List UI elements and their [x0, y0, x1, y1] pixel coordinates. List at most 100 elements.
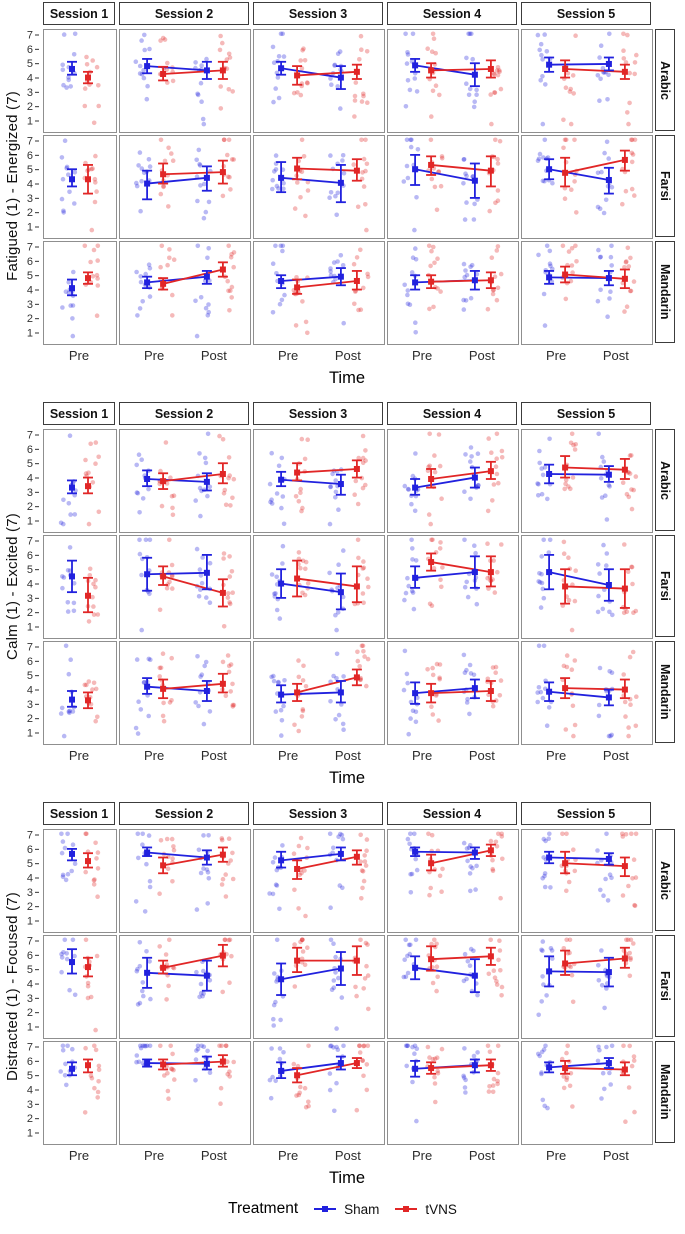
- svg-text:5: 5: [27, 164, 33, 176]
- svg-text:2: 2: [27, 1113, 33, 1125]
- subplot-p3-mandarin-session-5: [521, 1041, 653, 1145]
- svg-text:2: 2: [27, 713, 33, 725]
- subplot-p2-arabic-session-4: [387, 429, 519, 533]
- svg-text:3: 3: [27, 1099, 33, 1111]
- svg-text:2: 2: [27, 501, 33, 513]
- subplot-p1-farsi-session-3: [253, 135, 385, 239]
- svg-text:4: 4: [27, 285, 33, 297]
- svg-text:7: 7: [27, 536, 33, 548]
- tvns-pointrange-icon: [395, 1206, 418, 1212]
- x-axis-ticks: Pre Post: [277, 348, 361, 363]
- subplot-p1-mandarin-session-4: [387, 241, 519, 345]
- svg-text:4: 4: [27, 685, 33, 697]
- facet-column-strip: Session 3: [253, 802, 383, 825]
- y-axis-ticks: 1 2 3 4 5 6 7: [27, 1042, 39, 1140]
- figure-panel-distracted-focused: Distracted (1) - Focused (7) Session 1 Ses…: [0, 800, 685, 1191]
- subplot-p3-arabic-session-4: [387, 829, 519, 933]
- svg-text:2: 2: [27, 901, 33, 913]
- svg-text:7: 7: [27, 936, 33, 948]
- svg-text:5: 5: [27, 58, 33, 70]
- svg-text:3: 3: [27, 87, 33, 99]
- svg-text:6: 6: [27, 444, 33, 456]
- subplot-p1-mandarin-session-5: [521, 241, 653, 345]
- facet-row-strip: Farsi: [655, 535, 675, 637]
- facet-row-strip: Arabic: [655, 829, 675, 931]
- svg-text:6: 6: [27, 550, 33, 562]
- y-axis-ticks: 1 2 3 4 5 6 7: [27, 642, 39, 740]
- y-axis-ticks: 1 2 3 4 5 6 7: [27, 430, 39, 528]
- svg-text:5: 5: [27, 1070, 33, 1082]
- subplot-p2-mandarin-session-2: [119, 641, 251, 745]
- subplot-p3-farsi-session-1: [43, 935, 117, 1039]
- subplot-p1-arabic-session-4: [387, 29, 519, 133]
- facet-column-strip: Session 4: [387, 402, 517, 425]
- subplot-p1-arabic-session-2: [119, 29, 251, 133]
- subplot-p3-farsi-session-3: [253, 935, 385, 1039]
- svg-text:1: 1: [27, 728, 33, 740]
- x-axis-ticks: Pre Post: [545, 748, 629, 763]
- subplot-p2-arabic-session-5: [521, 429, 653, 533]
- facet-row-strip: Arabic: [655, 29, 675, 131]
- facet-column-strip: Session 1: [43, 402, 115, 425]
- subplot-p3-arabic-session-5: [521, 829, 653, 933]
- svg-text:3: 3: [27, 487, 33, 499]
- svg-text:4: 4: [27, 979, 33, 991]
- x-axis-ticks: Pre Post: [411, 1148, 495, 1163]
- x-axis-ticks: Pre Post: [277, 748, 361, 763]
- svg-text:3: 3: [27, 593, 33, 605]
- x-axis-ticks: Pre Post: [411, 748, 495, 763]
- y-axis-title: Calm (1) - Excited (7): [3, 512, 21, 660]
- x-axis-title: Time: [328, 369, 366, 387]
- x-axis-ticks: Pre: [68, 1148, 90, 1163]
- y-axis-ticks: 1 2 3 4 5 6 7: [27, 30, 39, 128]
- svg-text:1: 1: [27, 328, 33, 340]
- svg-text:3: 3: [27, 993, 33, 1005]
- facet-row-strip: Mandarin: [655, 641, 675, 743]
- svg-text:4: 4: [27, 873, 33, 885]
- svg-text:4: 4: [27, 73, 33, 85]
- svg-text:1: 1: [27, 1128, 33, 1140]
- subplot-p3-farsi-session-4: [387, 935, 519, 1039]
- y-axis-title: Distracted (1) - Focused (7): [3, 891, 21, 1081]
- subplot-p1-mandarin-session-2: [119, 241, 251, 345]
- svg-text:3: 3: [27, 887, 33, 899]
- subplot-p1-farsi-session-2: [119, 135, 251, 239]
- subplot-p3-arabic-session-2: [119, 829, 251, 933]
- facet-row-strip: Arabic: [655, 429, 675, 531]
- subplot-p2-farsi-session-3: [253, 535, 385, 639]
- facet-column-strip: Session 5: [521, 2, 651, 25]
- svg-text:1: 1: [27, 1022, 33, 1034]
- svg-text:7: 7: [27, 430, 33, 442]
- legend-entry-label: tVNS: [425, 1201, 457, 1217]
- subplot-p1-arabic-session-3: [253, 29, 385, 133]
- y-axis-ticks: 1 2 3 4 5 6 7: [27, 830, 39, 928]
- subplot-p2-mandarin-session-1: [43, 641, 117, 745]
- svg-text:7: 7: [27, 136, 33, 148]
- x-axis-ticks: Pre Post: [545, 1148, 629, 1163]
- facet-column-strip: Session 1: [43, 802, 115, 825]
- x-axis-ticks: Pre Post: [143, 748, 227, 763]
- subplot-p2-farsi-session-1: [43, 535, 117, 639]
- x-axis-ticks: Pre Post: [277, 1148, 361, 1163]
- svg-text:1: 1: [27, 516, 33, 528]
- figure-panel-calm-excited: Calm (1) - Excited (7) Session 1 Session 2…: [0, 400, 685, 791]
- svg-text:2: 2: [27, 313, 33, 325]
- svg-text:1: 1: [27, 622, 33, 634]
- subplot-p3-farsi-session-5: [521, 935, 653, 1039]
- facet-column-strip: Session 2: [119, 2, 249, 25]
- y-axis-ticks: 1 2 3 4 5 6 7: [27, 242, 39, 340]
- svg-text:6: 6: [27, 656, 33, 668]
- subplot-p2-arabic-session-1: [43, 429, 117, 533]
- svg-text:6: 6: [27, 1056, 33, 1068]
- svg-text:4: 4: [27, 1085, 33, 1097]
- svg-text:6: 6: [27, 950, 33, 962]
- figure-panel-fatigued-energized: Fatigued (1) - Energized (7) Session 1 Ses…: [0, 0, 685, 391]
- svg-text:5: 5: [27, 670, 33, 682]
- subplot-p1-farsi-session-1: [43, 135, 117, 239]
- facet-column-strip: Session 4: [387, 2, 517, 25]
- subplot-p3-farsi-session-2: [119, 935, 251, 1039]
- subplot-p3-mandarin-session-3: [253, 1041, 385, 1145]
- legend-entry-tvns: tVNS: [393, 1202, 457, 1217]
- svg-text:5: 5: [27, 964, 33, 976]
- facet-column-strip: Session 2: [119, 802, 249, 825]
